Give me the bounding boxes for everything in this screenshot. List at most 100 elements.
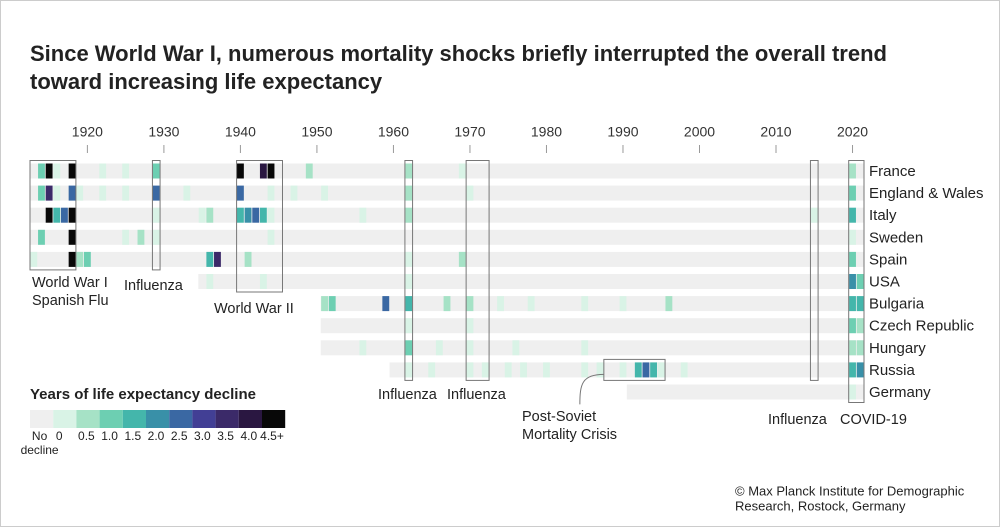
x-tick-label: 2020 bbox=[837, 124, 868, 140]
cell bbox=[122, 163, 130, 179]
legend-label: 3.5 bbox=[217, 429, 234, 443]
cell bbox=[206, 251, 214, 267]
x-tick-label: 1980 bbox=[531, 124, 562, 140]
cell bbox=[856, 274, 864, 289]
country-label: USA bbox=[869, 273, 900, 290]
cell bbox=[435, 340, 443, 356]
cell bbox=[152, 185, 160, 201]
row-band bbox=[30, 251, 864, 267]
x-tick-label: 1920 bbox=[72, 124, 103, 140]
annotation-box bbox=[151, 160, 161, 271]
cell bbox=[849, 163, 856, 179]
legend-label: 1.5 bbox=[124, 429, 141, 443]
cell bbox=[99, 163, 107, 179]
annotation-box bbox=[404, 160, 414, 381]
cell bbox=[458, 251, 466, 267]
legend-swatch bbox=[53, 410, 77, 428]
cell bbox=[642, 362, 650, 378]
country-label: France bbox=[869, 163, 916, 180]
cell bbox=[466, 362, 474, 378]
cell bbox=[30, 251, 38, 267]
cell bbox=[68, 229, 76, 245]
cell bbox=[236, 185, 244, 201]
annotation-box bbox=[465, 160, 490, 381]
legend-label: No bbox=[32, 429, 48, 443]
legend-label: 0.5 bbox=[78, 429, 95, 443]
cell bbox=[83, 251, 91, 267]
x-tick-label: 1990 bbox=[607, 124, 638, 140]
row-band bbox=[389, 362, 864, 378]
x-tick-label: 1940 bbox=[225, 124, 256, 140]
x-tick-label: 1950 bbox=[301, 124, 332, 140]
cell bbox=[619, 362, 627, 378]
cell bbox=[244, 251, 252, 267]
cell bbox=[619, 296, 627, 312]
row-band bbox=[30, 229, 864, 245]
annotation-label: Influenza bbox=[378, 387, 438, 403]
credit: © Max Planck Institute for Demographic bbox=[735, 483, 965, 498]
cell bbox=[497, 296, 504, 312]
cell bbox=[259, 163, 267, 179]
cell bbox=[267, 163, 275, 179]
cell bbox=[596, 362, 604, 378]
annotation-label: Influenza bbox=[124, 278, 184, 294]
cell bbox=[152, 229, 160, 245]
cell bbox=[856, 362, 864, 378]
annotation-box bbox=[236, 160, 283, 293]
annotation-label: Mortality Crisis bbox=[522, 427, 617, 443]
cell bbox=[76, 251, 84, 267]
cell bbox=[810, 207, 818, 223]
x-tick-label: 2000 bbox=[684, 124, 715, 140]
cell bbox=[214, 251, 221, 267]
cell bbox=[405, 296, 413, 312]
row-band bbox=[320, 296, 864, 312]
row-band bbox=[320, 340, 864, 356]
cell bbox=[849, 229, 856, 245]
cell bbox=[122, 185, 130, 201]
chart-title: toward increasing life expectancy bbox=[30, 69, 383, 94]
cell bbox=[849, 274, 856, 289]
cell bbox=[466, 318, 474, 334]
country-label: Bulgaria bbox=[869, 296, 925, 313]
legend-swatch bbox=[262, 410, 286, 428]
cell bbox=[152, 163, 160, 179]
cell bbox=[305, 163, 313, 179]
legend-label: 4.0 bbox=[240, 429, 257, 443]
cell bbox=[512, 340, 520, 356]
cell bbox=[38, 163, 45, 179]
cell bbox=[657, 362, 665, 378]
country-label: Russia bbox=[869, 362, 916, 379]
cell bbox=[99, 185, 107, 201]
cell bbox=[290, 185, 298, 201]
legend-label: decline bbox=[21, 443, 59, 457]
cell bbox=[45, 185, 53, 201]
legend-swatch bbox=[192, 410, 216, 428]
cell bbox=[328, 296, 336, 312]
cell bbox=[428, 362, 436, 378]
cell bbox=[405, 251, 413, 267]
cell bbox=[856, 318, 864, 334]
cell bbox=[849, 384, 856, 400]
legend-swatch bbox=[122, 410, 146, 428]
cell bbox=[405, 362, 413, 378]
cell bbox=[45, 207, 53, 223]
annotation-label: Spanish Flu bbox=[32, 293, 109, 309]
legend-label: 4.5+ bbox=[260, 429, 284, 443]
cell bbox=[53, 185, 61, 201]
cell bbox=[76, 185, 84, 201]
cell bbox=[122, 229, 130, 245]
cell bbox=[466, 185, 474, 201]
cell bbox=[466, 296, 474, 312]
cell bbox=[405, 340, 413, 356]
x-tick-label: 1960 bbox=[378, 124, 409, 140]
annotation-box bbox=[603, 358, 666, 381]
cell bbox=[405, 163, 413, 179]
cell bbox=[504, 362, 512, 378]
cell bbox=[527, 296, 535, 312]
cell bbox=[481, 362, 489, 378]
cell bbox=[849, 296, 856, 312]
annotation-label: World War II bbox=[214, 301, 294, 317]
country-label: Italy bbox=[869, 207, 897, 224]
cell bbox=[856, 296, 864, 312]
cell bbox=[321, 296, 329, 312]
